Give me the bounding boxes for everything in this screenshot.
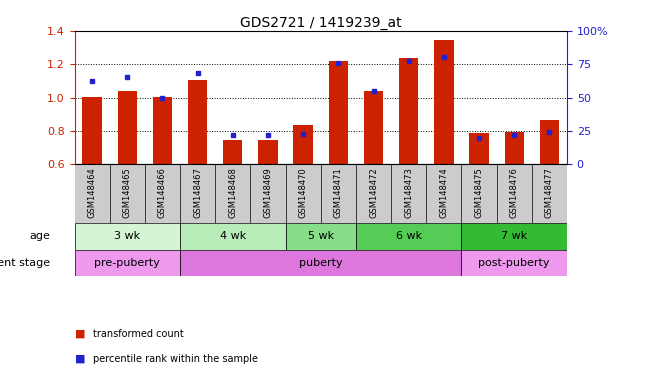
Bar: [540, 120, 559, 164]
Bar: [505, 132, 524, 164]
Bar: [329, 61, 348, 164]
Bar: [399, 58, 419, 164]
Bar: [461, 250, 567, 276]
Text: 5 wk: 5 wk: [308, 232, 334, 242]
Title: GDS2721 / 1419239_at: GDS2721 / 1419239_at: [240, 16, 402, 30]
Text: pre-puberty: pre-puberty: [95, 258, 160, 268]
Text: transformed count: transformed count: [93, 329, 183, 339]
Text: development stage: development stage: [0, 258, 50, 268]
Text: GSM148471: GSM148471: [334, 167, 343, 218]
Text: 7 wk: 7 wk: [501, 232, 527, 242]
Text: ■: ■: [75, 354, 85, 364]
Bar: [75, 250, 180, 276]
Text: GSM148467: GSM148467: [193, 167, 202, 218]
Text: GSM148476: GSM148476: [510, 167, 519, 218]
Text: GSM148469: GSM148469: [264, 167, 273, 218]
Bar: [223, 140, 242, 164]
Bar: [434, 40, 454, 164]
Text: GSM148475: GSM148475: [474, 167, 483, 218]
Text: age: age: [29, 232, 50, 242]
Text: puberty: puberty: [299, 258, 343, 268]
Text: ■: ■: [75, 329, 85, 339]
Text: 6 wk: 6 wk: [396, 232, 422, 242]
Bar: [75, 223, 180, 250]
Bar: [364, 91, 383, 164]
Text: GSM148472: GSM148472: [369, 167, 378, 218]
Bar: [356, 223, 461, 250]
Text: GSM148474: GSM148474: [439, 167, 448, 218]
Text: GSM148473: GSM148473: [404, 167, 413, 218]
Bar: [82, 97, 102, 164]
Text: GSM148477: GSM148477: [545, 167, 554, 218]
Bar: [153, 97, 172, 164]
Bar: [180, 223, 286, 250]
Text: GSM148464: GSM148464: [87, 167, 97, 218]
Bar: [118, 91, 137, 164]
Text: GSM148468: GSM148468: [228, 167, 237, 218]
Text: GSM148466: GSM148466: [158, 167, 167, 218]
Bar: [259, 140, 277, 164]
Bar: [188, 80, 207, 164]
Bar: [180, 250, 461, 276]
Text: 3 wk: 3 wk: [114, 232, 141, 242]
Text: GSM148470: GSM148470: [299, 167, 308, 218]
Text: GSM148465: GSM148465: [122, 167, 132, 218]
Bar: [469, 132, 489, 164]
Text: post-puberty: post-puberty: [478, 258, 550, 268]
Text: percentile rank within the sample: percentile rank within the sample: [93, 354, 258, 364]
Text: 4 wk: 4 wk: [220, 232, 246, 242]
Bar: [286, 223, 356, 250]
Bar: [461, 223, 567, 250]
Bar: [294, 125, 313, 164]
